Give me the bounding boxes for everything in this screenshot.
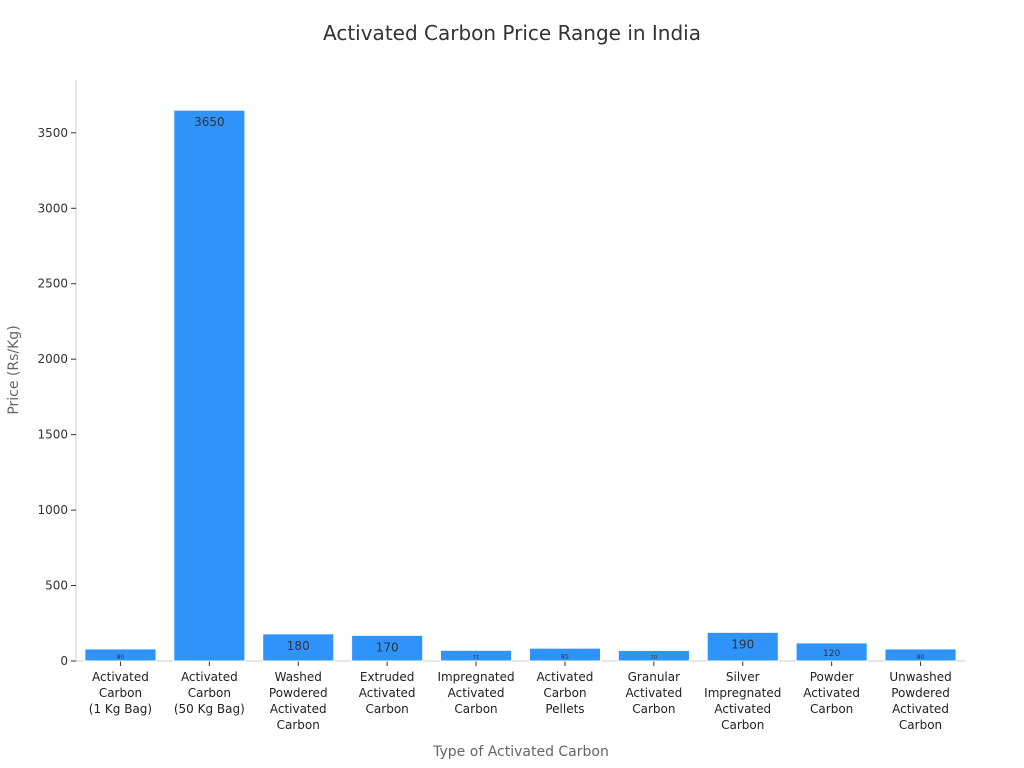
- bars: [84, 109, 957, 662]
- bar-value-label: 80: [117, 654, 125, 661]
- category-label: Washed Powdered Activated Carbon: [269, 670, 328, 732]
- category-label: Activated Carbon (1 Kg Bag): [89, 670, 152, 716]
- category-label-line: Carbon: [543, 686, 586, 700]
- category-label: Activated Carbon Pellets: [537, 670, 594, 716]
- y-tick-label: 3500: [37, 126, 68, 140]
- category-label: Impregnated Activated Carbon: [437, 670, 514, 716]
- category-label-line: (1 Kg Bag): [89, 702, 152, 716]
- category-label-line: Carbon: [99, 686, 142, 700]
- category-label-line: Silver: [726, 670, 760, 684]
- category-label-line: Carbon: [632, 702, 675, 716]
- category-label: Granular Activated Carbon: [625, 670, 682, 716]
- category-label: Activated Carbon (50 Kg Bag): [174, 670, 245, 716]
- x-axis-title: Type of Activated Carbon: [432, 744, 609, 760]
- category-label-line: Carbon: [277, 718, 320, 732]
- y-tick-label: 1000: [37, 503, 68, 517]
- bar-value-label: 71: [473, 655, 480, 661]
- bar-value-label: 120: [823, 649, 841, 659]
- category-label-line: Powdered: [891, 686, 950, 700]
- bar: [528, 647, 602, 662]
- y-tick-label: 2000: [37, 352, 68, 366]
- bar: [706, 631, 779, 662]
- y-axis-title: Price (Rs/Kg): [6, 325, 22, 414]
- category-label-line: Impregnated: [704, 686, 781, 700]
- category-label-line: Activated: [92, 670, 149, 684]
- x-axis: [76, 660, 965, 666]
- y-tick-label: 2500: [37, 277, 68, 291]
- bar-value-label: 170: [376, 640, 399, 654]
- category-label-line: Activated: [181, 670, 238, 684]
- category-label-line: Activated: [714, 702, 771, 716]
- y-tick-label: 1500: [37, 428, 68, 442]
- category-label: Extruded Activated Carbon: [359, 670, 416, 716]
- category-label-line: Carbon: [188, 686, 231, 700]
- category-labels: Activated Carbon (1 Kg Bag) Activated Carbon…: [89, 670, 952, 732]
- y-tick-label: 500: [45, 579, 68, 593]
- bar: [795, 642, 868, 662]
- y-tick-label: 3000: [37, 201, 68, 215]
- category-label-line: Activated: [359, 686, 416, 700]
- category-label: Unwashed Powdered Activated Carbon: [889, 670, 951, 732]
- category-label-line: Extruded: [360, 670, 415, 684]
- bar-value-label: 3650: [194, 115, 225, 129]
- bar: [884, 648, 957, 662]
- category-label-line: Activated: [892, 702, 949, 716]
- category-label-line: Activated: [270, 702, 327, 716]
- bar-labels: 80 3650 180 170 71 85 70 190 120 80: [117, 115, 925, 661]
- category-label-line: Carbon: [721, 718, 764, 732]
- bar-value-label: 85: [561, 653, 569, 661]
- category-label-line: Washed: [275, 670, 322, 684]
- bar-value-label: 70: [650, 655, 657, 661]
- y-axis: 0 500 1000 1500 2000 2500 3000 3500: [37, 80, 77, 668]
- bar-value-label: 80: [917, 654, 925, 661]
- bar: [617, 649, 690, 662]
- bar-value-label: 190: [731, 637, 754, 651]
- category-label-line: Powdered: [269, 686, 328, 700]
- category-label-line: Pellets: [545, 702, 584, 716]
- category-label-line: Impregnated: [437, 670, 514, 684]
- bar-value-label: 180: [287, 639, 310, 653]
- category-label-line: Activated: [625, 686, 682, 700]
- bar: [84, 648, 157, 662]
- category-label-line: Activated: [803, 686, 860, 700]
- bar: [262, 633, 335, 662]
- category-label-line: Carbon: [899, 718, 942, 732]
- category-label-line: Granular: [628, 670, 680, 684]
- category-label-line: (50 Kg Bag): [174, 702, 245, 716]
- category-label-line: Powder: [810, 670, 854, 684]
- category-label-line: Activated: [537, 670, 594, 684]
- bar: [439, 649, 513, 662]
- bar: [173, 109, 246, 662]
- category-label: Silver Impregnated Activated Carbon: [704, 670, 781, 732]
- category-label-line: Activated: [448, 686, 505, 700]
- chart-title: Activated Carbon Price Range in India: [323, 21, 701, 45]
- category-label: Powder Activated Carbon: [803, 670, 860, 716]
- bar: [351, 634, 424, 662]
- category-label-line: Carbon: [366, 702, 409, 716]
- y-tick-label: 0: [60, 654, 68, 668]
- category-label-line: Unwashed: [889, 670, 951, 684]
- category-label-line: Carbon: [810, 702, 853, 716]
- category-label-line: Carbon: [454, 702, 497, 716]
